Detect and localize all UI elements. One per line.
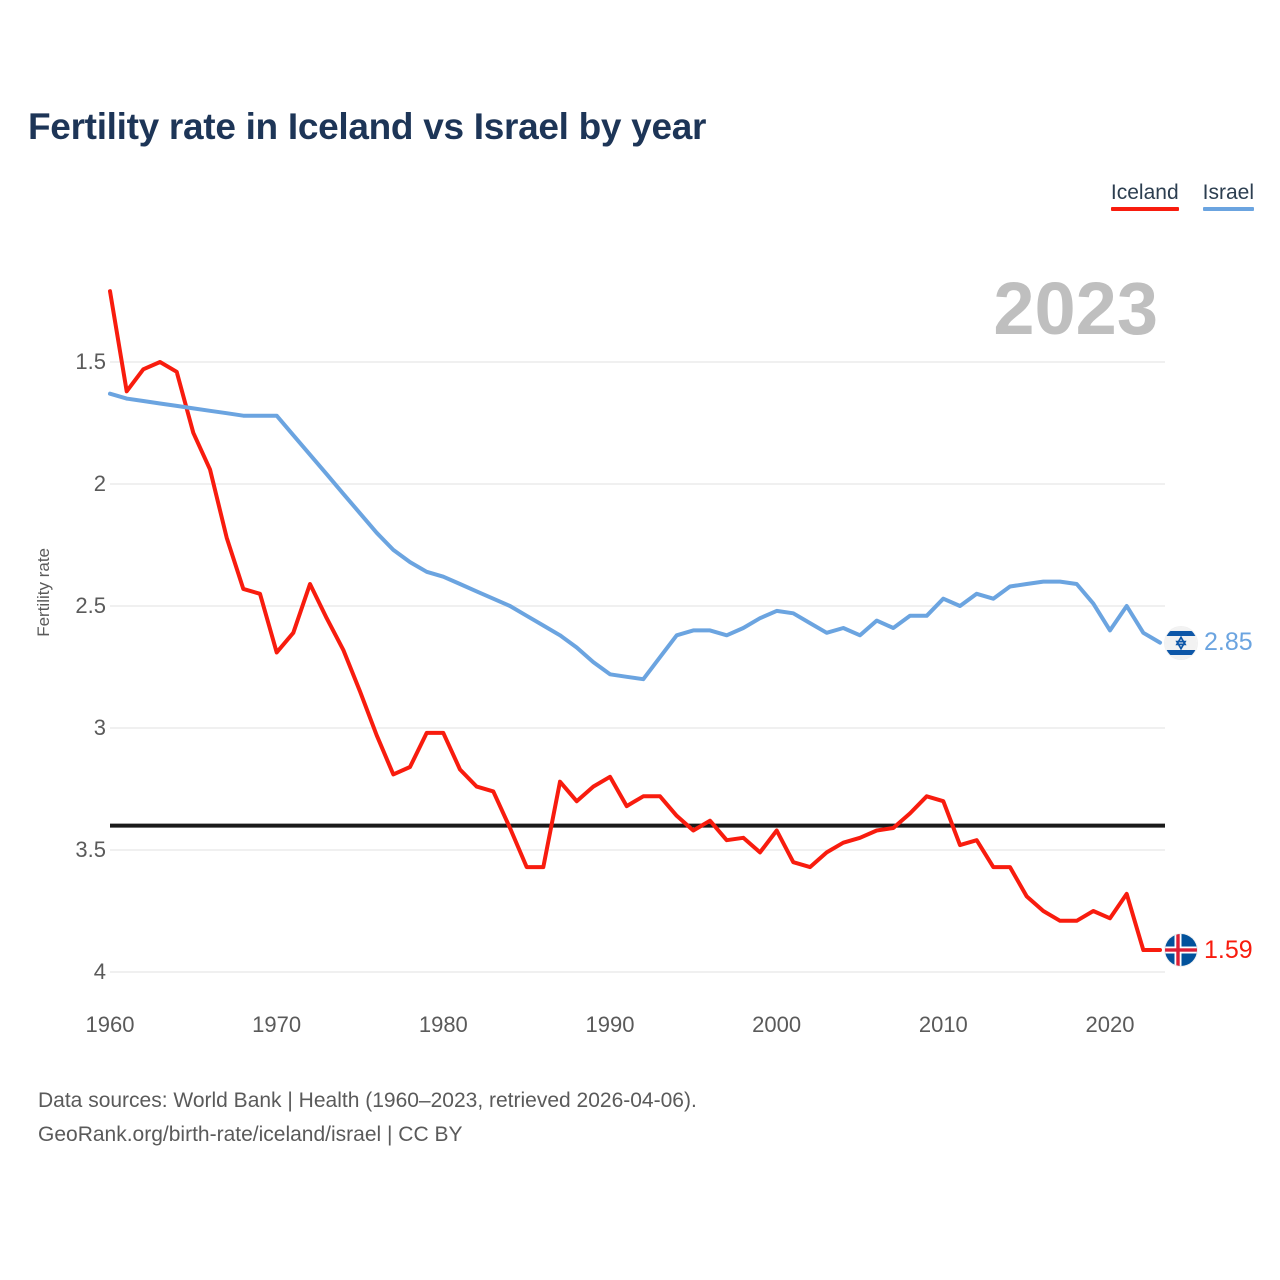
legend-swatch-iceland — [1110, 207, 1179, 212]
y-tick-label: 2.5 — [75, 593, 106, 618]
x-tick-label: 2020 — [1085, 1012, 1135, 1037]
series-line-iceland — [108, 289, 1162, 952]
footer-line-url[interactable]: GeoRank.org/birth-rate/iceland/israel | … — [38, 1123, 463, 1147]
page-title: Fertility rate in Iceland vs Israel by y… — [28, 106, 707, 147]
legend-label-israel: Israel — [1202, 181, 1254, 204]
y-tick-label: 3 — [93, 715, 106, 740]
footer-line-sources: Data sources: World Bank | Health (1960–… — [38, 1089, 697, 1112]
y-axis-title: Fertility rate — [34, 548, 53, 637]
y-tick-label: 2 — [93, 471, 106, 496]
y-tick-label: 3.5 — [75, 837, 106, 862]
x-tick-label: 1990 — [585, 1012, 635, 1037]
legend-item-israel[interactable]: Israel — [1202, 181, 1254, 212]
footer-credits: Data sources: World Bank | Health (1960–… — [38, 1084, 697, 1152]
end-marker-israel: 2.85 — [1165, 626, 1253, 659]
end-value-iceland: 1.59 — [1204, 935, 1253, 964]
israel-flag-icon — [1165, 626, 1197, 659]
x-tick-label: 2010 — [918, 1012, 968, 1037]
y-tick-label: 1.5 — [75, 349, 106, 374]
x-tick-label: 1980 — [418, 1012, 468, 1037]
end-value-israel: 2.85 — [1204, 628, 1253, 657]
year-watermark: 2023 — [993, 267, 1158, 350]
legend-swatch-israel — [1202, 207, 1254, 212]
series-line-israel — [108, 391, 1162, 682]
y-tick-label: 4 — [93, 959, 106, 984]
chart-legend: Iceland Israel — [1110, 181, 1254, 212]
end-marker-iceland: 1.59 — [1165, 934, 1253, 967]
x-tick-label: 1960 — [85, 1012, 135, 1037]
legend-item-iceland[interactable]: Iceland — [1110, 181, 1179, 212]
x-tick-label: 2000 — [752, 1012, 802, 1037]
iceland-flag-icon — [1165, 934, 1197, 967]
legend-label-iceland: Iceland — [1110, 181, 1179, 204]
x-tick-label: 1970 — [252, 1012, 302, 1037]
